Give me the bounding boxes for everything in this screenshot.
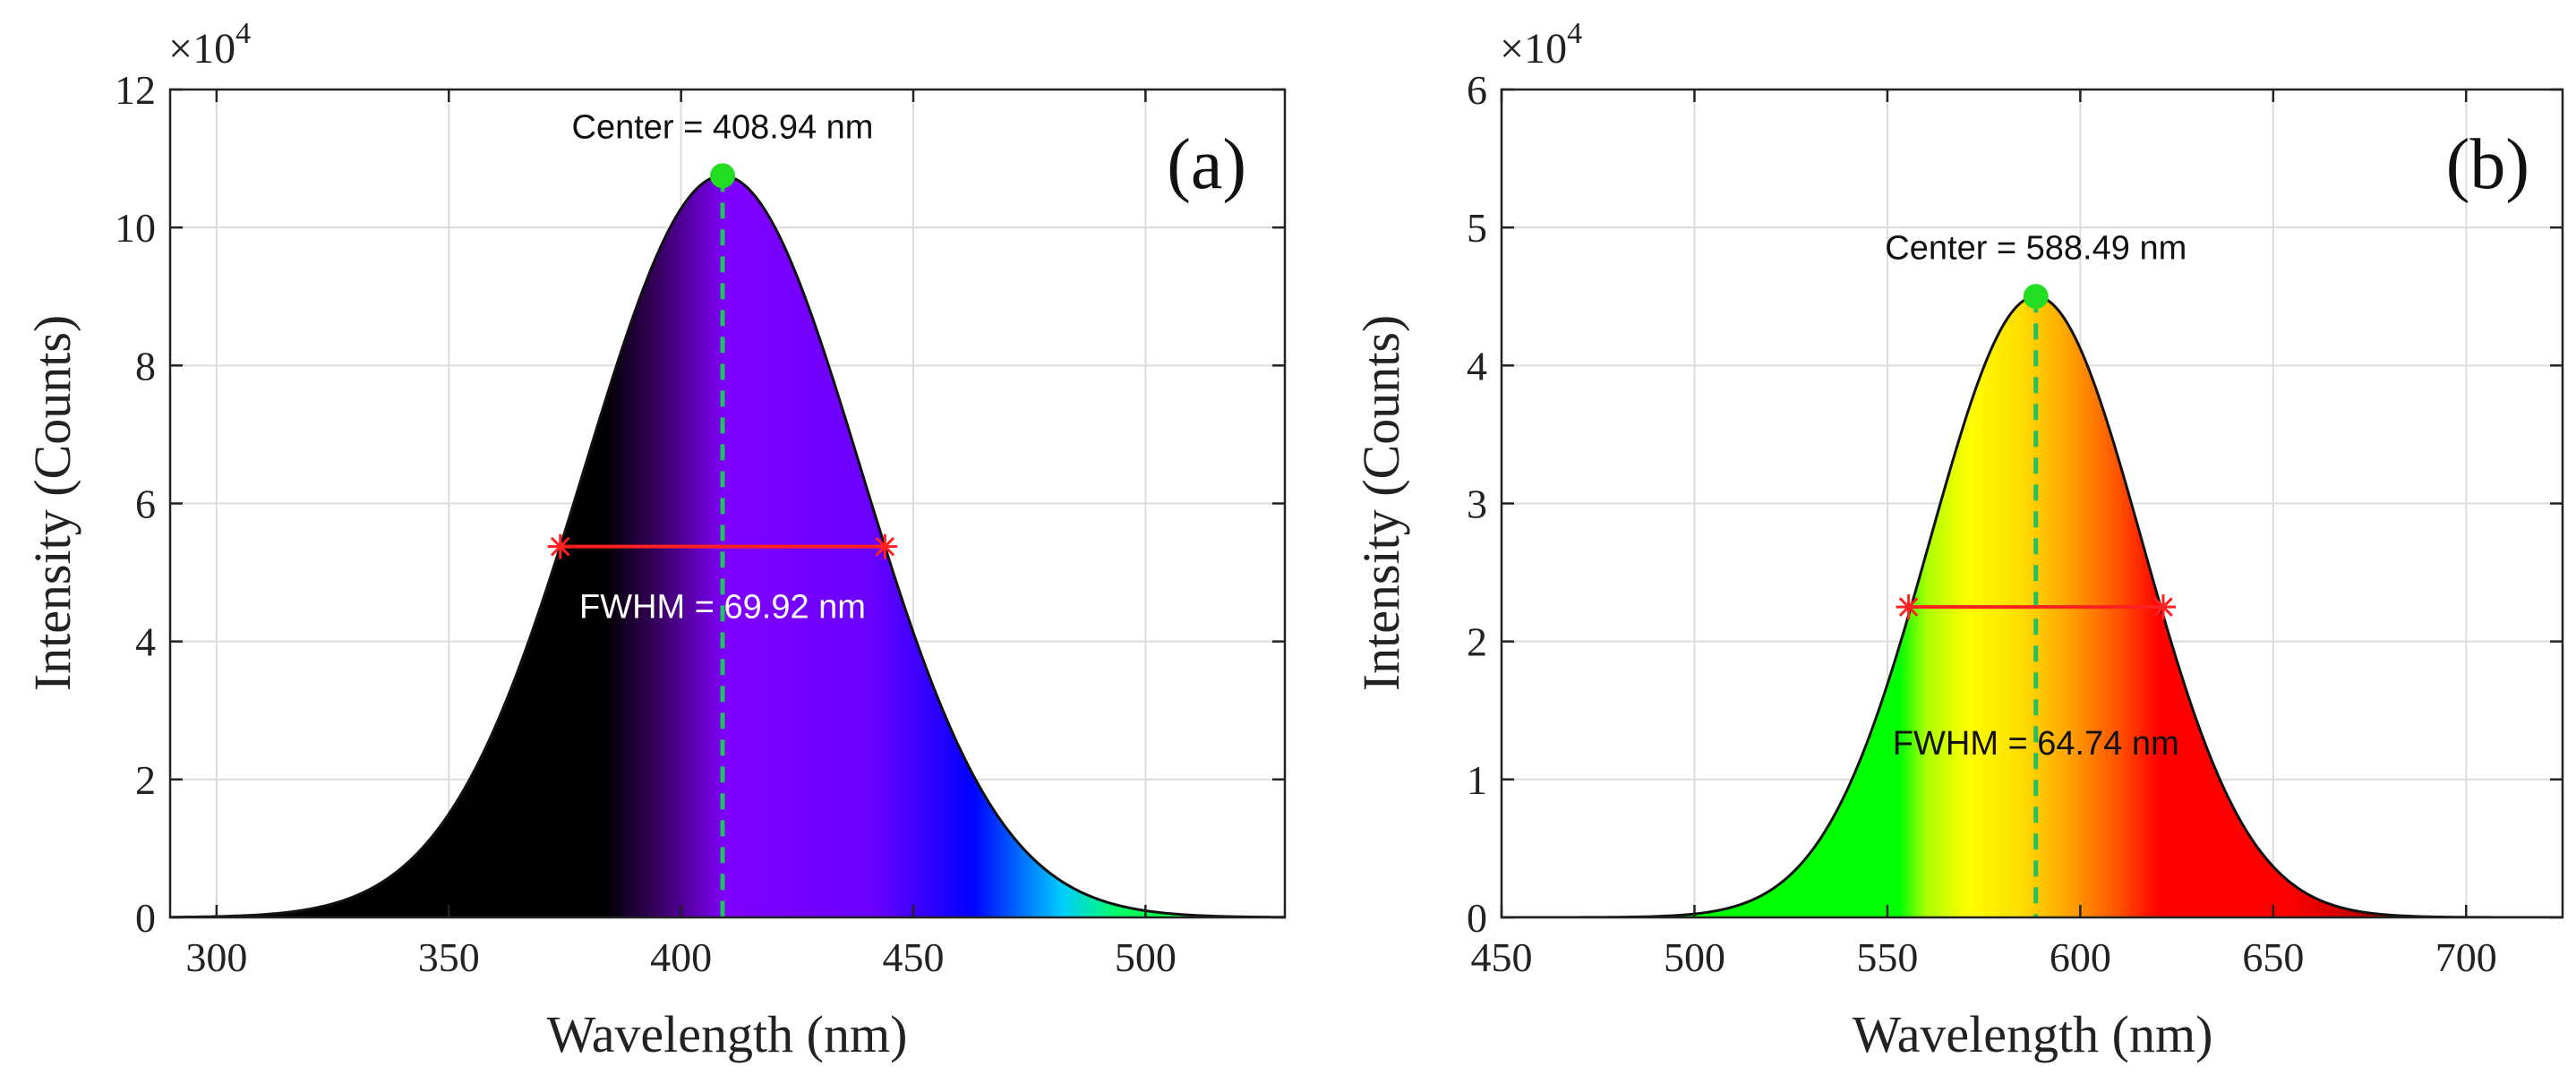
chart-panel-a: 300 350 400 450 500 0 2 4 6 8 10 12 ×104 Wavelengt… bbox=[23, 17, 1287, 1063]
center-annotation-a: Center = 408.94 nm bbox=[572, 108, 874, 146]
y-multiplier-b: ×104 bbox=[1500, 17, 1582, 72]
x-tick-label: 650 bbox=[2242, 934, 2304, 980]
x-tick-label: 700 bbox=[2435, 934, 2497, 980]
x-tick-labels-b: 450 500 550 600 650 700 bbox=[1471, 934, 2497, 980]
y-tick-marks-a bbox=[170, 88, 1285, 919]
x-tick-label: 450 bbox=[883, 934, 945, 980]
y-tick-marks-b bbox=[1502, 88, 2563, 919]
x-tick-label: 500 bbox=[1115, 934, 1177, 980]
y-tick-label: 6 bbox=[135, 482, 156, 527]
x-axis-label-b: Wavelength (nm) bbox=[1853, 1005, 2213, 1063]
y-axis-label-b: Intensity (Counts) bbox=[1352, 315, 1410, 691]
y-tick-label: 1 bbox=[1467, 757, 1487, 803]
y-tick-labels-b: 0 1 2 3 4 5 6 bbox=[1467, 67, 1487, 941]
y-tick-label: 0 bbox=[1467, 895, 1487, 941]
fwhm-annotation-b: FWHM = 64.74 nm bbox=[1893, 725, 2179, 763]
fwhm-marker-left-a bbox=[547, 533, 573, 559]
y-tick-label: 10 bbox=[115, 205, 156, 251]
y-tick-label: 2 bbox=[1467, 619, 1487, 665]
y-tick-label: 0 bbox=[135, 895, 156, 941]
center-annotation-b: Center = 588.49 nm bbox=[1885, 229, 2187, 267]
x-tick-label: 400 bbox=[650, 934, 712, 980]
y-tick-label: 2 bbox=[135, 757, 156, 803]
fwhm-asterisk-stroke bbox=[1898, 597, 1919, 617]
x-tick-label: 600 bbox=[2050, 934, 2111, 980]
fwhm-asterisk-stroke bbox=[2153, 597, 2173, 617]
x-axis-label-a: Wavelength (nm) bbox=[547, 1005, 908, 1063]
panel-label-b: (b) bbox=[2446, 125, 2529, 204]
x-tick-marks-b bbox=[1500, 90, 2468, 917]
panel-label-a: (a) bbox=[1167, 125, 1246, 204]
y-tick-label: 5 bbox=[1467, 205, 1487, 251]
y-tick-label: 4 bbox=[135, 619, 156, 665]
y-tick-label: 12 bbox=[115, 67, 156, 113]
fwhm-asterisk-stroke bbox=[550, 536, 570, 557]
x-tick-marks-a bbox=[215, 90, 1147, 917]
y-tick-label: 4 bbox=[1467, 343, 1487, 388]
x-tick-label: 350 bbox=[418, 934, 480, 980]
y-tick-label: 8 bbox=[135, 343, 156, 388]
x-tick-label: 500 bbox=[1664, 934, 1725, 980]
center-marker-b bbox=[2023, 284, 2049, 310]
fwhm-annotation-a: FWHM = 69.92 nm bbox=[579, 589, 866, 627]
x-tick-label: 300 bbox=[185, 934, 247, 980]
y-tick-label: 3 bbox=[1467, 482, 1487, 527]
x-tick-label: 450 bbox=[1471, 934, 1533, 980]
x-tick-labels-a: 300 350 400 450 500 bbox=[185, 934, 1177, 980]
fwhm-asterisk-stroke bbox=[875, 536, 895, 557]
chart-panel-b: 450 500 550 600 650 700 0 1 2 3 4 5 6 ×104 Waveleng… bbox=[1352, 17, 2564, 1063]
y-tick-label: 6 bbox=[1467, 67, 1487, 113]
fwhm-marker-left-b bbox=[1896, 594, 1921, 620]
fwhm-marker-right-a bbox=[872, 533, 898, 559]
x-tick-label: 550 bbox=[1856, 934, 1918, 980]
y-tick-labels-a: 0 2 4 6 8 10 12 bbox=[115, 67, 156, 941]
fwhm-marker-right-b bbox=[2151, 594, 2177, 620]
y-multiplier-a: ×104 bbox=[168, 17, 251, 72]
center-marker-a bbox=[710, 163, 736, 189]
y-axis-label-a: Intensity (Counts) bbox=[23, 315, 81, 691]
